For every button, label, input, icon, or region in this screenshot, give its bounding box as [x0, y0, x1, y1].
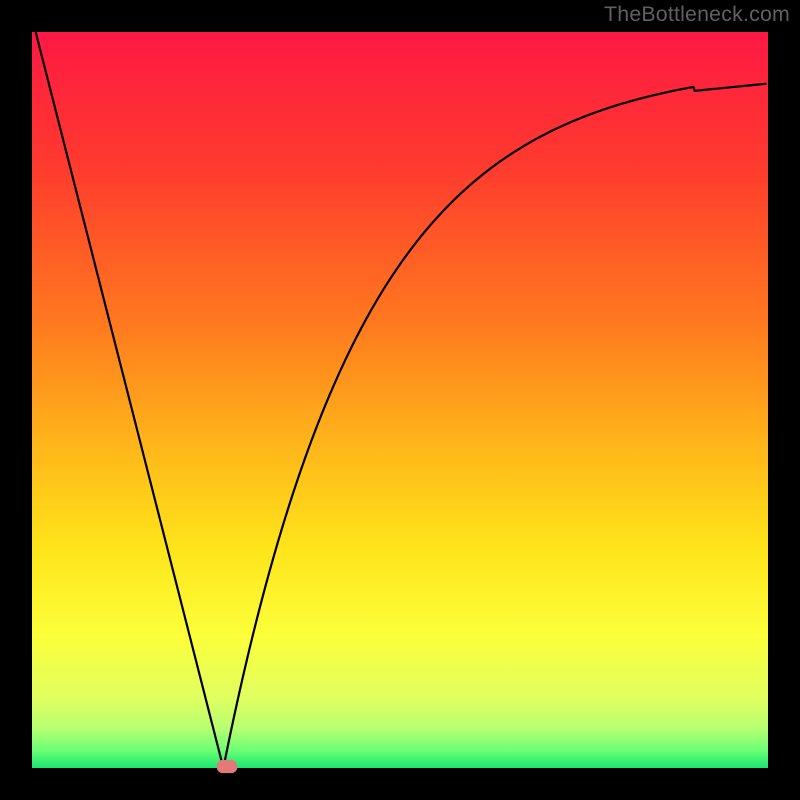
chart-background [32, 32, 768, 768]
optimal-marker [217, 760, 238, 773]
bottleneck-chart [0, 0, 800, 800]
chart-container: TheBottleneck.com [0, 0, 800, 800]
